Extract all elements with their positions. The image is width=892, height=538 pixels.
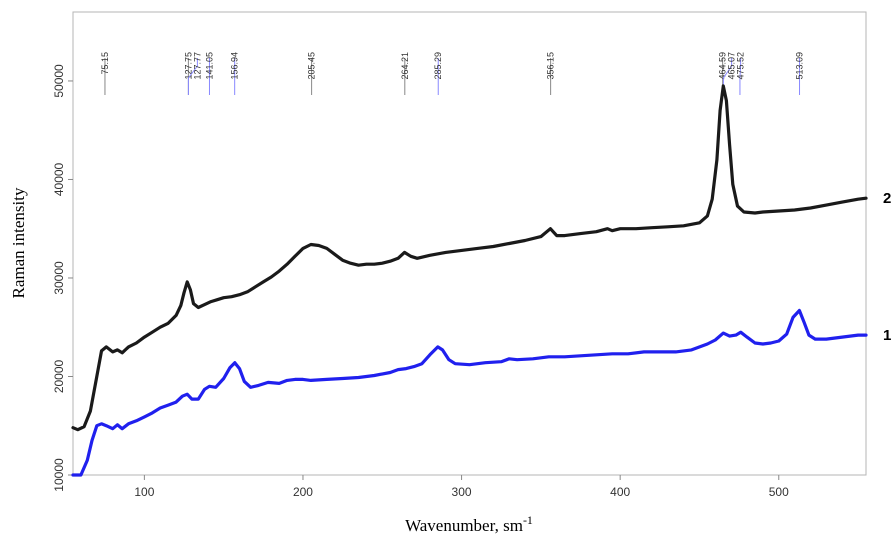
peak-label: 513.09 <box>795 52 805 80</box>
series-line-2 <box>71 84 868 432</box>
peak-label: 356.15 <box>546 52 556 80</box>
x-axis-title: Wavenumber, sm-1 <box>405 513 533 535</box>
peak-label: 127.75 <box>183 52 193 80</box>
y-tick-label: 10000 <box>52 458 66 492</box>
x-axis-title-text: Wavenumber, sm <box>405 516 523 535</box>
x-axis: 100 200 300 400 500 <box>134 475 789 499</box>
peak-label: 264.21 <box>400 52 410 80</box>
peak-label: 205.45 <box>307 52 317 80</box>
peak-annotations: 75.15 127.75 127.77 141.05 156.94 205.45 264.2… <box>100 52 805 95</box>
peak-label: 285.29 <box>433 52 443 80</box>
peak-label: 475.52 <box>736 52 746 80</box>
series-layer: 21 <box>71 84 891 477</box>
y-tick-label: 20000 <box>52 359 66 393</box>
peak-leader-line <box>187 58 198 95</box>
peak-label: 127.77 <box>192 52 202 80</box>
y-axis-title: Raman intensity <box>9 187 28 298</box>
series-label-2: 2 <box>883 190 891 207</box>
peak-leader-line <box>739 58 742 95</box>
peak-label: 464.59 <box>718 52 728 80</box>
series-line-1 <box>71 308 868 477</box>
peak-label: 75.15 <box>100 52 110 75</box>
y-tick-label: 50000 <box>52 64 66 98</box>
x-tick-label: 200 <box>293 485 313 499</box>
peak-label: 141.05 <box>204 52 214 80</box>
x-tick-label: 100 <box>134 485 154 499</box>
series-label-1: 1 <box>883 327 891 344</box>
x-tick-label: 300 <box>452 485 472 499</box>
peak-label: 156.94 <box>230 52 240 80</box>
peak-label: 465.07 <box>727 52 737 80</box>
plot-frame <box>72 11 867 476</box>
x-axis-title-superscript: -1 <box>523 513 533 527</box>
y-tick-label: 40000 <box>52 162 66 196</box>
y-axis: 10000 20000 30000 40000 50000 <box>52 64 73 492</box>
y-tick-label: 30000 <box>52 261 66 295</box>
x-tick-label: 500 <box>769 485 789 499</box>
x-tick-label: 400 <box>610 485 630 499</box>
